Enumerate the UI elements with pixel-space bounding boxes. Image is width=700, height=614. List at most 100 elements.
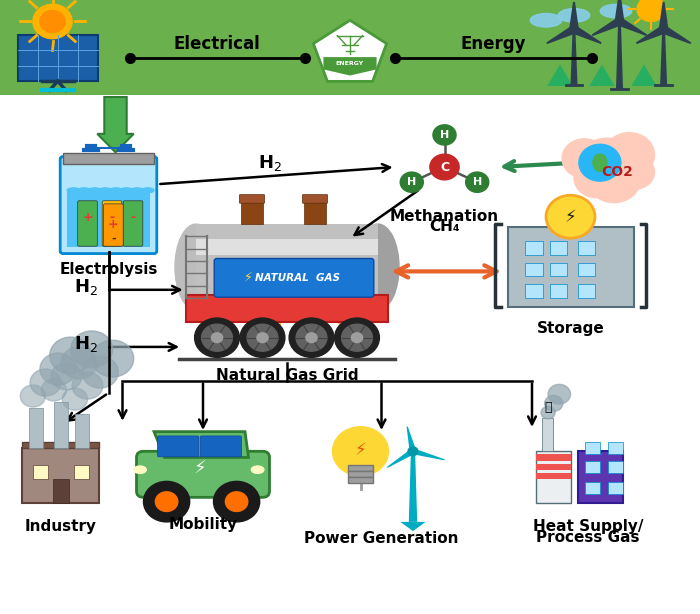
- Circle shape: [306, 333, 317, 343]
- Circle shape: [430, 154, 459, 180]
- Polygon shape: [547, 64, 573, 86]
- FancyBboxPatch shape: [550, 241, 567, 255]
- Circle shape: [40, 10, 65, 33]
- Polygon shape: [569, 2, 579, 29]
- Polygon shape: [660, 29, 667, 85]
- Circle shape: [257, 333, 268, 343]
- FancyBboxPatch shape: [536, 473, 570, 479]
- Circle shape: [214, 481, 260, 522]
- Text: Electrical: Electrical: [174, 36, 260, 53]
- Circle shape: [289, 318, 334, 357]
- Circle shape: [433, 125, 456, 145]
- FancyArrow shape: [97, 97, 134, 152]
- Circle shape: [240, 318, 285, 357]
- Text: H$_2$: H$_2$: [74, 334, 97, 354]
- FancyBboxPatch shape: [52, 479, 69, 503]
- FancyBboxPatch shape: [536, 451, 570, 503]
- Text: CH₄: CH₄: [429, 219, 460, 234]
- Text: H$_2$: H$_2$: [74, 277, 97, 297]
- Circle shape: [342, 324, 372, 351]
- Text: Power Generation: Power Generation: [304, 531, 458, 546]
- Polygon shape: [570, 29, 578, 85]
- Text: Natural Gas Grid: Natural Gas Grid: [216, 368, 358, 383]
- Text: Energy: Energy: [461, 36, 526, 53]
- FancyBboxPatch shape: [608, 482, 623, 494]
- FancyBboxPatch shape: [578, 241, 595, 255]
- Ellipse shape: [251, 466, 264, 473]
- Ellipse shape: [531, 14, 561, 27]
- FancyBboxPatch shape: [22, 448, 99, 503]
- FancyBboxPatch shape: [536, 454, 570, 460]
- FancyBboxPatch shape: [78, 201, 97, 246]
- FancyBboxPatch shape: [241, 196, 262, 224]
- Text: C: C: [440, 160, 449, 174]
- Text: ⚡: ⚡: [355, 441, 366, 459]
- Polygon shape: [617, 18, 648, 36]
- Polygon shape: [154, 432, 248, 457]
- Text: Heat Supply/: Heat Supply/: [533, 519, 643, 534]
- Polygon shape: [661, 26, 692, 44]
- FancyBboxPatch shape: [67, 190, 150, 247]
- Polygon shape: [616, 21, 623, 89]
- Polygon shape: [22, 442, 99, 448]
- FancyBboxPatch shape: [578, 263, 595, 276]
- Ellipse shape: [601, 4, 631, 18]
- Circle shape: [62, 388, 88, 410]
- FancyBboxPatch shape: [102, 201, 122, 246]
- Ellipse shape: [99, 188, 111, 193]
- Circle shape: [545, 395, 563, 411]
- Circle shape: [335, 318, 379, 357]
- Circle shape: [195, 318, 239, 357]
- FancyBboxPatch shape: [196, 239, 378, 255]
- Circle shape: [548, 384, 570, 404]
- FancyBboxPatch shape: [136, 451, 270, 497]
- Ellipse shape: [131, 188, 144, 193]
- Text: -: -: [111, 234, 116, 244]
- Circle shape: [225, 492, 248, 511]
- Circle shape: [50, 337, 92, 374]
- Text: NATURAL  GAS: NATURAL GAS: [255, 273, 340, 282]
- Ellipse shape: [175, 224, 217, 310]
- Circle shape: [41, 379, 66, 401]
- Circle shape: [82, 356, 118, 388]
- Circle shape: [351, 333, 363, 343]
- Ellipse shape: [559, 9, 589, 22]
- Text: Storage: Storage: [537, 321, 604, 335]
- Text: H$_2$: H$_2$: [258, 153, 281, 173]
- FancyBboxPatch shape: [525, 263, 542, 276]
- FancyBboxPatch shape: [584, 482, 600, 494]
- Polygon shape: [631, 64, 657, 86]
- Circle shape: [296, 324, 327, 351]
- FancyBboxPatch shape: [348, 471, 373, 477]
- Circle shape: [20, 385, 46, 407]
- FancyBboxPatch shape: [158, 436, 199, 457]
- Text: H: H: [440, 130, 449, 140]
- FancyBboxPatch shape: [584, 442, 600, 454]
- Circle shape: [615, 155, 654, 189]
- Circle shape: [570, 26, 578, 33]
- Circle shape: [30, 369, 61, 396]
- FancyBboxPatch shape: [63, 153, 154, 164]
- FancyBboxPatch shape: [239, 195, 265, 203]
- FancyBboxPatch shape: [304, 196, 326, 224]
- Circle shape: [61, 347, 97, 379]
- Text: H: H: [407, 177, 416, 187]
- Circle shape: [604, 133, 655, 177]
- Text: ⚡: ⚡: [193, 459, 206, 478]
- FancyBboxPatch shape: [578, 284, 595, 298]
- Text: ⚡: ⚡: [244, 271, 253, 284]
- Ellipse shape: [141, 188, 154, 193]
- FancyBboxPatch shape: [29, 408, 43, 448]
- Circle shape: [211, 333, 223, 343]
- Circle shape: [466, 172, 489, 192]
- FancyBboxPatch shape: [186, 295, 388, 322]
- FancyBboxPatch shape: [348, 465, 373, 471]
- Polygon shape: [323, 57, 377, 76]
- Text: ⚡: ⚡: [565, 208, 576, 226]
- Circle shape: [71, 331, 113, 368]
- Text: Process Gas: Process Gas: [536, 530, 640, 545]
- Circle shape: [72, 372, 103, 399]
- FancyBboxPatch shape: [0, 0, 700, 95]
- Text: Methanation: Methanation: [390, 209, 499, 223]
- Ellipse shape: [134, 466, 146, 473]
